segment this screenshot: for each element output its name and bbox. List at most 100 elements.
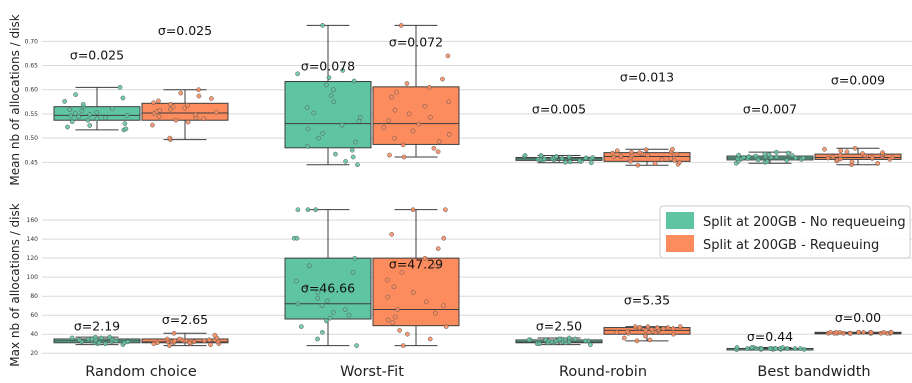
y-tick-label: 0.45 (25, 159, 39, 166)
data-point (392, 135, 397, 141)
panel-mean-allocations: σ=0.025 σ=0.078 σ=0.005 σ=0.007 σ=0.025 σ=0.0… (8, 14, 912, 186)
sigma-labels: σ=0.025 σ=0.078 σ=0.005 σ=0.007 σ=0.025 σ=0.0… (70, 23, 885, 116)
data-point (295, 71, 300, 77)
y-tick-label: 0.55 (25, 111, 39, 118)
data-point (353, 139, 358, 145)
data-point (435, 246, 441, 251)
data-point (201, 116, 207, 122)
data-point (196, 87, 201, 93)
data-point (588, 342, 593, 348)
data-point (69, 119, 75, 125)
data-point (880, 150, 885, 155)
sigma-label: σ=2.19 (74, 318, 120, 333)
data-point (324, 318, 329, 324)
data-point (356, 118, 362, 124)
box-body (814, 153, 902, 160)
data-point (109, 106, 115, 111)
data-point (73, 92, 78, 97)
data-point (645, 152, 651, 158)
data-point (618, 153, 624, 159)
data-point (320, 329, 325, 335)
data-point (76, 337, 82, 343)
box-worst-fit-requeuing (372, 209, 460, 347)
data-point (94, 116, 100, 122)
data-point (164, 336, 170, 342)
data-point (889, 155, 895, 160)
data-point (323, 82, 329, 88)
sigma-label: σ=2.50 (536, 318, 582, 333)
sigma-label: σ=0.025 (158, 23, 212, 38)
data-point (868, 329, 874, 335)
data-point (741, 155, 747, 160)
data-point (446, 131, 452, 137)
data-point (543, 337, 549, 343)
data-point (888, 329, 894, 335)
y-tick-label: 0.70 (25, 38, 39, 45)
data-point (566, 154, 572, 160)
data-point (320, 23, 325, 28)
data-point (405, 331, 410, 337)
data-point (746, 154, 752, 159)
data-point (416, 121, 422, 127)
data-point (433, 310, 438, 316)
data-point (526, 337, 532, 343)
y-tick-labels: 0.45 0.50 0.55 0.60 0.65 0.70 (25, 38, 39, 166)
data-point (182, 105, 188, 111)
legend-swatch-no-requeueing (666, 212, 694, 229)
data-point (427, 114, 433, 120)
data-point (759, 346, 764, 351)
data-point (784, 158, 790, 163)
x-tick-labels: Random choice Worst-Fit Round-robin Best ba… (85, 364, 870, 380)
data-point (538, 153, 544, 158)
data-point (659, 157, 665, 162)
data-point (637, 150, 642, 155)
data-point (342, 307, 348, 312)
data-point (385, 317, 391, 323)
y-tick-label: 120 (27, 255, 39, 262)
box-worst-fit-no-requeueing (284, 209, 372, 347)
data-point (295, 301, 301, 307)
data-point (304, 105, 310, 110)
data-point (621, 335, 627, 341)
data-point (431, 145, 437, 151)
data-point (753, 153, 759, 159)
y-tick-label: 40 (30, 331, 38, 338)
data-point (785, 150, 791, 156)
data-point (316, 135, 321, 141)
data-point (404, 81, 410, 86)
data-point (735, 156, 741, 162)
data-point (305, 126, 311, 132)
data-point (167, 135, 173, 141)
y-tick-label: 0.65 (25, 63, 39, 70)
data-point (62, 99, 67, 104)
data-point (797, 346, 803, 351)
data-point (69, 335, 75, 341)
data-point (755, 157, 761, 163)
data-point (774, 149, 779, 155)
data-point (422, 103, 428, 109)
data-point (325, 298, 330, 304)
data-point (103, 115, 108, 121)
data-point (392, 107, 398, 113)
data-point (172, 338, 177, 344)
data-point (389, 232, 395, 237)
data-point (306, 263, 312, 269)
data-point (68, 113, 74, 119)
data-point (343, 159, 348, 164)
data-point (331, 87, 336, 93)
data-point (828, 329, 833, 335)
data-point (410, 290, 416, 295)
data-point (762, 151, 768, 157)
data-point (209, 96, 214, 101)
data-point (583, 155, 589, 161)
data-point (522, 153, 528, 158)
data-point (847, 330, 853, 336)
data-point (671, 331, 676, 337)
sigma-label: σ=0.009 (831, 72, 885, 87)
data-point (643, 328, 649, 333)
data-point (749, 345, 755, 350)
data-point (422, 255, 428, 261)
data-point (305, 207, 311, 213)
data-point (443, 324, 449, 329)
data-point (320, 130, 326, 136)
